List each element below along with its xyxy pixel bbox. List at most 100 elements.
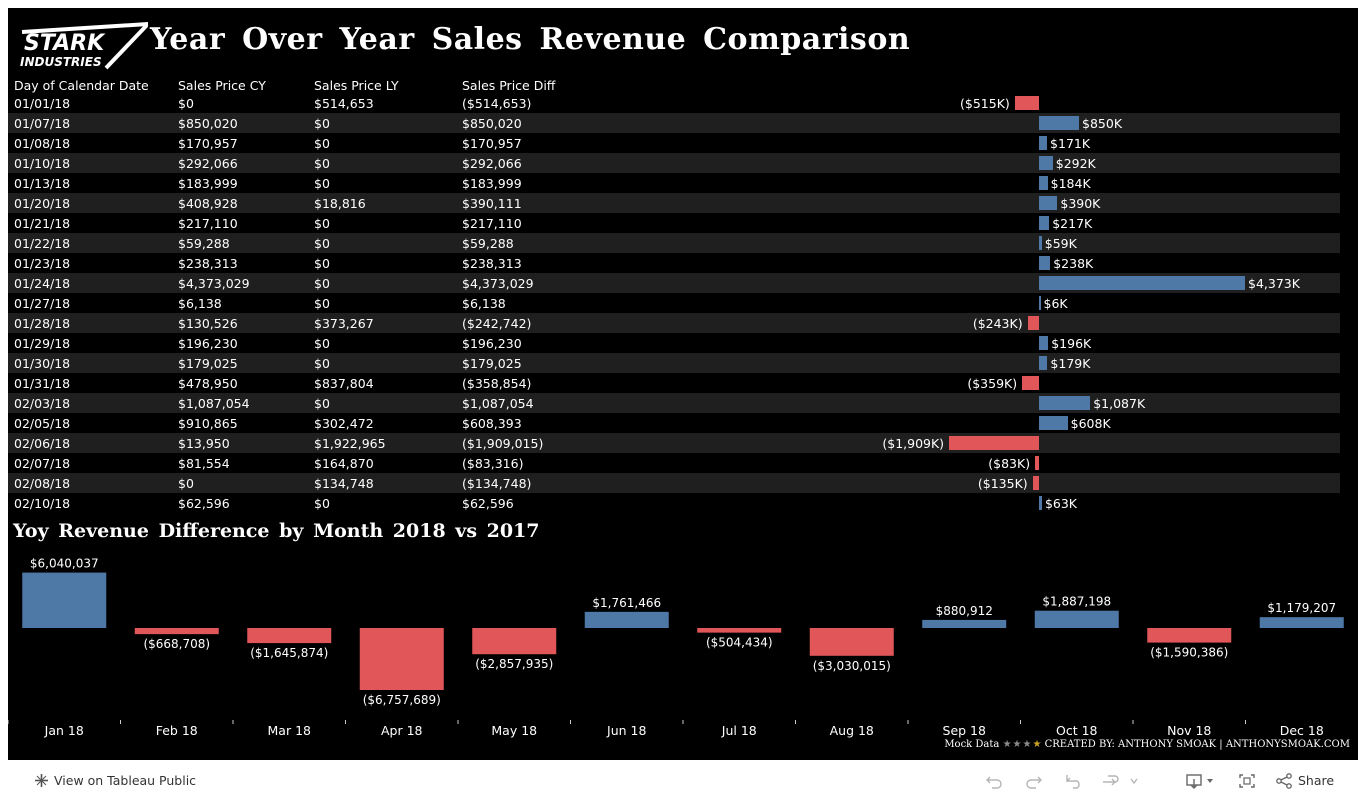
cell-sales-cy: $408,928 — [178, 196, 238, 211]
diff-bar[interactable] — [1039, 416, 1068, 430]
table-row[interactable]: 02/07/18 $81,554 $164,870 ($83,316) ($83K) — [8, 453, 1340, 473]
diff-bar-label: $196K — [1051, 336, 1092, 351]
table-row[interactable]: 01/20/18 $408,928 $18,816 $390,111 $390K — [8, 193, 1340, 213]
diff-bar[interactable] — [1039, 196, 1058, 210]
x-tick-label: Aug 18 — [830, 723, 874, 738]
diff-bar[interactable] — [1039, 156, 1053, 170]
diff-bar[interactable] — [949, 436, 1039, 450]
view-on-tableau-link[interactable]: View on Tableau Public — [34, 773, 196, 788]
fullscreen-icon[interactable] — [1238, 773, 1256, 789]
month-bar[interactable] — [22, 572, 107, 628]
diff-bar-label: ($359K) — [967, 376, 1018, 391]
cell-sales-cy: $850,020 — [178, 116, 238, 131]
month-bar[interactable] — [359, 628, 444, 690]
month-bar[interactable] — [1147, 628, 1232, 643]
diff-bar[interactable] — [1035, 456, 1039, 470]
month-bar[interactable] — [584, 611, 669, 628]
refresh-icon[interactable] — [1100, 773, 1140, 789]
diff-bar-label: $292K — [1055, 156, 1096, 171]
credit-text[interactable]: CREATED BY: ANTHONY SMOAK | ANTHONYSMOAK… — [1044, 739, 1350, 750]
cell-sales-ly: $0 — [314, 396, 330, 411]
diff-bar[interactable] — [1032, 476, 1039, 490]
redo-icon[interactable] — [1025, 773, 1043, 789]
diff-bar[interactable] — [1039, 296, 1041, 310]
table-row[interactable]: 01/27/18 $6,138 $0 $6,138 $6K — [8, 293, 1340, 313]
month-bar[interactable] — [809, 628, 894, 656]
diff-bar-label: $4,373K — [1248, 276, 1300, 291]
cell-date: 01/01/18 — [14, 96, 71, 111]
header-sales-diff[interactable]: Sales Price Diff — [462, 78, 556, 93]
cell-sales-diff: ($514,653) — [462, 96, 532, 111]
cell-sales-diff: ($358,854) — [462, 376, 532, 391]
x-tick-label: Jan 18 — [44, 723, 84, 738]
header-date[interactable]: Day of Calendar Date — [14, 78, 149, 93]
table-row[interactable]: 01/10/18 $292,066 $0 $292,066 $292K — [8, 153, 1340, 173]
month-bar[interactable] — [922, 619, 1007, 628]
cell-sales-diff: $196,230 — [462, 336, 522, 351]
month-bar[interactable] — [472, 628, 557, 655]
table-row[interactable]: 01/22/18 $59,288 $0 $59,288 $59K — [8, 233, 1340, 253]
table-row[interactable]: 02/08/18 $0 $134,748 ($134,748) ($135K) — [8, 473, 1340, 493]
diff-bar[interactable] — [1039, 136, 1048, 150]
cell-sales-diff: $170,957 — [462, 136, 522, 151]
table-row[interactable]: 01/07/18 $850,020 $0 $850,020 $850K — [8, 113, 1340, 133]
cell-sales-diff: $292,066 — [462, 156, 522, 171]
table-row[interactable]: 02/10/18 $62,596 $0 $62,596 $63K — [8, 493, 1340, 513]
table-row[interactable]: 01/21/18 $217,110 $0 $217,110 $217K — [8, 213, 1340, 233]
diff-bar[interactable] — [1039, 176, 1048, 190]
diff-bar[interactable] — [1039, 216, 1050, 230]
month-bar-label: ($504,434) — [706, 636, 773, 650]
month-bar-label: $1,887,198 — [1042, 595, 1111, 609]
share-icon[interactable] — [1275, 773, 1293, 789]
table-row[interactable]: 01/01/18 $0 $514,653 ($514,653) ($515K) — [8, 93, 1340, 113]
table-row[interactable]: 01/29/18 $196,230 $0 $196,230 $196K — [8, 333, 1340, 353]
diff-bar[interactable] — [1039, 496, 1042, 510]
diff-bar[interactable] — [1014, 96, 1039, 110]
cell-sales-cy: $81,554 — [178, 456, 230, 471]
header-sales-cy[interactable]: Sales Price CY — [178, 78, 266, 93]
table-row[interactable]: 01/30/18 $179,025 $0 $179,025 $179K — [8, 353, 1340, 373]
header-sales-ly[interactable]: Sales Price LY — [314, 78, 399, 93]
share-button[interactable]: Share — [1298, 773, 1335, 788]
month-bar[interactable] — [134, 628, 219, 635]
diff-bar[interactable] — [1027, 316, 1039, 330]
diff-bar[interactable] — [1039, 276, 1245, 290]
download-icon[interactable] — [1185, 773, 1217, 789]
diff-bar-label: $184K — [1050, 176, 1091, 191]
month-bar[interactable] — [247, 628, 332, 644]
undo-icon[interactable] — [985, 773, 1003, 789]
cell-sales-cy: $179,025 — [178, 356, 238, 371]
diff-bar[interactable] — [1022, 376, 1039, 390]
cell-sales-cy: $170,957 — [178, 136, 238, 151]
diff-bar[interactable] — [1039, 116, 1080, 130]
diff-bar[interactable] — [1039, 356, 1048, 370]
month-bar[interactable] — [1259, 617, 1344, 628]
diff-bar[interactable] — [1039, 396, 1091, 410]
table-row[interactable]: 01/31/18 $478,950 $837,804 ($358,854) ($359K… — [8, 373, 1340, 393]
diff-bar-label: $217K — [1052, 216, 1093, 231]
table-row[interactable]: 01/28/18 $130,526 $373,267 ($242,742) ($243K… — [8, 313, 1340, 333]
table-row[interactable]: 01/23/18 $238,313 $0 $238,313 $238K — [8, 253, 1340, 273]
diff-bar-label: $390K — [1060, 196, 1101, 211]
cell-sales-cy: $478,950 — [178, 376, 238, 391]
cell-sales-ly: $18,816 — [314, 196, 366, 211]
table-row[interactable]: 01/24/18 $4,373,029 $0 $4,373,029 $4,373K — [8, 273, 1340, 293]
diff-bar[interactable] — [1039, 336, 1049, 350]
diff-bar[interactable] — [1039, 256, 1051, 270]
cell-sales-ly: $302,472 — [314, 416, 374, 431]
table-row[interactable]: 02/06/18 $13,950 $1,922,965 ($1,909,015) ($1… — [8, 433, 1340, 453]
month-bar[interactable] — [697, 628, 782, 633]
month-bar[interactable] — [1034, 610, 1119, 628]
cell-date: 01/28/18 — [14, 316, 71, 331]
cell-sales-cy: $4,373,029 — [178, 276, 250, 291]
cell-sales-diff: ($83,316) — [462, 456, 524, 471]
table-row[interactable]: 02/03/18 $1,087,054 $0 $1,087,054 $1,087K — [8, 393, 1340, 413]
table-row[interactable]: 01/08/18 $170,957 $0 $170,957 $171K — [8, 133, 1340, 153]
cell-sales-ly: $0 — [314, 156, 330, 171]
table-header: Day of Calendar Date Sales Price CY Sale… — [8, 78, 1358, 94]
cell-sales-diff: $179,025 — [462, 356, 522, 371]
table-row[interactable]: 02/05/18 $910,865 $302,472 $608,393 $608K — [8, 413, 1340, 433]
table-row[interactable]: 01/13/18 $183,999 $0 $183,999 $184K — [8, 173, 1340, 193]
revert-icon[interactable] — [1065, 773, 1083, 789]
diff-bar[interactable] — [1039, 236, 1042, 250]
